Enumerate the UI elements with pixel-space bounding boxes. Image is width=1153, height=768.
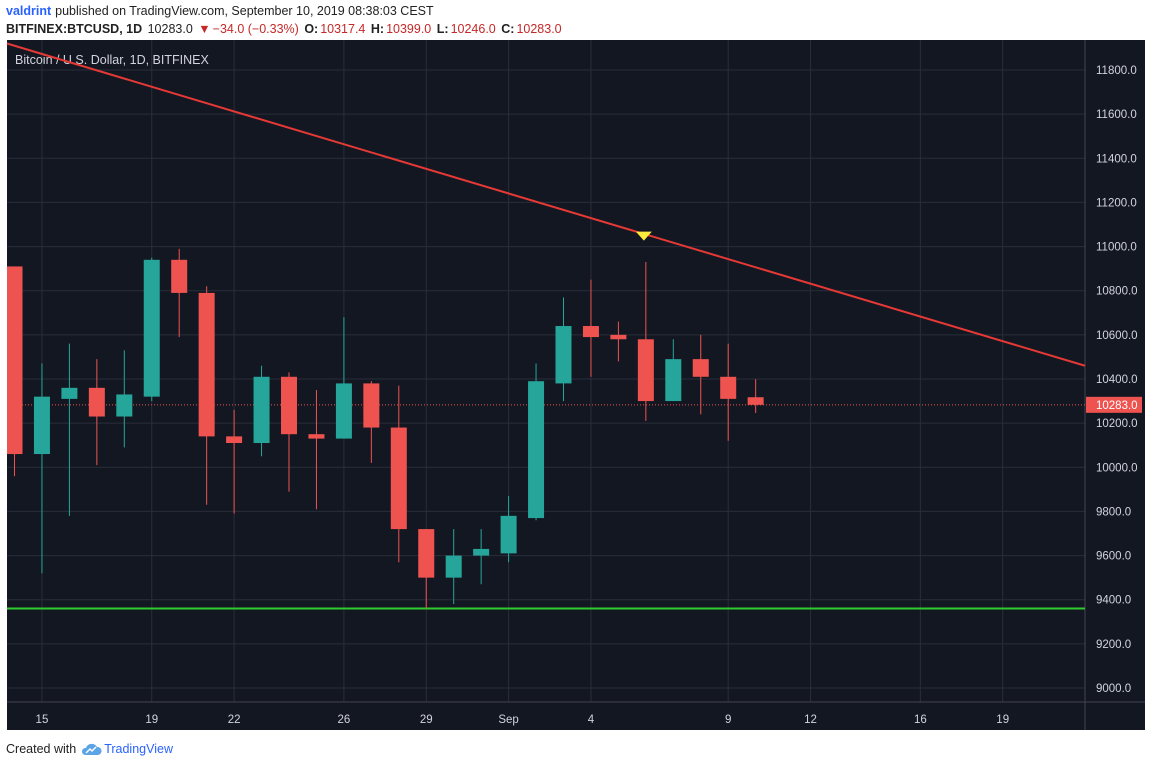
y-tick-label: 9600.0	[1096, 551, 1131, 563]
candle-body	[637, 339, 654, 402]
footer: Created with TradingView	[6, 742, 173, 756]
candle-body	[692, 359, 709, 377]
candle-body	[528, 381, 545, 519]
x-tick-label: 15	[36, 714, 49, 726]
down-triangle-marker-icon	[635, 231, 652, 241]
candle-body	[171, 259, 188, 293]
high-label: H:	[370, 22, 385, 36]
candle-body	[116, 394, 133, 417]
candle-body	[335, 383, 352, 439]
candle-body	[720, 376, 737, 399]
candle-body	[88, 387, 105, 417]
y-tick-label: 11800.0	[1096, 65, 1137, 77]
y-tick-label: 9000.0	[1096, 683, 1131, 695]
last-price-badge	[1086, 396, 1142, 413]
candle-body	[226, 436, 243, 444]
candle-body	[665, 359, 682, 402]
x-tick-label: 26	[338, 714, 351, 726]
cloud-logo-icon	[82, 743, 102, 755]
y-tick-label: 11200.0	[1096, 197, 1137, 209]
chart-title: Bitcoin / U.S. Dollar, 1D, BITFINEX	[15, 53, 209, 67]
price-change: −34.0 (−0.33%)	[212, 22, 299, 36]
close-value: 10283.0	[516, 22, 562, 36]
price-chart[interactable]: 9000.0 9200.0 9400.0 9600.0 9800.0 10000.0 102…	[0, 40, 1153, 732]
created-with-text: Created with	[6, 742, 77, 756]
publish-info: valdrint published on TradingView.com, Se…	[6, 4, 434, 18]
last-price-badge-label: 10283.0	[1096, 400, 1138, 412]
candle-body	[500, 515, 517, 554]
quote-bar: BITFINEX:BTCUSD, 1D 10283.0 ▼ −34.0 (−0.3…	[6, 22, 564, 36]
tradingview-logo[interactable]: TradingView	[80, 742, 173, 756]
x-tick-label: Sep	[498, 714, 518, 726]
candle-body	[418, 529, 435, 578]
candle-body	[253, 376, 270, 444]
y-tick-label: 11000.0	[1096, 242, 1137, 254]
low-label: L:	[436, 22, 449, 36]
x-tick-label: 19	[996, 714, 1009, 726]
x-tick-label: 22	[228, 714, 241, 726]
candle-body	[363, 383, 380, 428]
x-tick-label: 9	[725, 714, 731, 726]
candle-body	[33, 396, 50, 455]
y-tick-label: 11400.0	[1096, 153, 1137, 165]
y-tick-label: 10400.0	[1096, 374, 1138, 386]
candle-body	[582, 326, 599, 338]
y-tick-label: 10800.0	[1096, 286, 1138, 298]
x-tick-label: 4	[588, 714, 595, 726]
brand-text: TradingView	[104, 742, 173, 756]
low-value: 10246.0	[450, 22, 496, 36]
last-price: 10283.0	[147, 22, 193, 36]
candle-body	[198, 292, 215, 437]
y-tick-label: 10200.0	[1096, 418, 1138, 430]
x-tick-label: 12	[804, 714, 817, 726]
candle-body	[308, 434, 325, 439]
candle-body	[610, 334, 627, 340]
down-arrow-icon: ▼	[198, 22, 211, 36]
x-tick-label: 19	[145, 714, 158, 726]
y-tick-label: 9400.0	[1096, 595, 1131, 607]
y-tick-label: 11600.0	[1096, 109, 1137, 121]
x-tick-label: 16	[914, 714, 927, 726]
x-tick-label: 29	[420, 714, 433, 726]
candle-body	[281, 376, 297, 435]
candle-body	[61, 387, 78, 399]
close-label: C:	[501, 22, 515, 36]
y-tick-label: 10600.0	[1096, 330, 1138, 342]
candle-body	[747, 397, 764, 405]
candle-body	[7, 266, 23, 455]
y-tick-label: 9200.0	[1096, 639, 1131, 651]
symbol-label: BITFINEX:BTCUSD, 1D	[6, 22, 143, 36]
open-label: O:	[304, 22, 319, 36]
chart-background	[7, 40, 1145, 730]
y-tick-label: 9800.0	[1096, 506, 1131, 518]
publish-text: published on TradingView.com, September …	[55, 4, 434, 18]
resistance-trendline	[6, 42, 1086, 367]
y-tick-label: 10000.0	[1096, 462, 1138, 474]
high-value: 10399.0	[386, 22, 432, 36]
candle-body	[473, 548, 490, 556]
author-link[interactable]: valdrint	[6, 4, 52, 18]
open-value: 10317.4	[320, 22, 366, 36]
candle-body	[445, 555, 462, 578]
candle-body	[390, 427, 407, 530]
candle-body	[143, 259, 160, 397]
candle-body	[555, 326, 572, 384]
